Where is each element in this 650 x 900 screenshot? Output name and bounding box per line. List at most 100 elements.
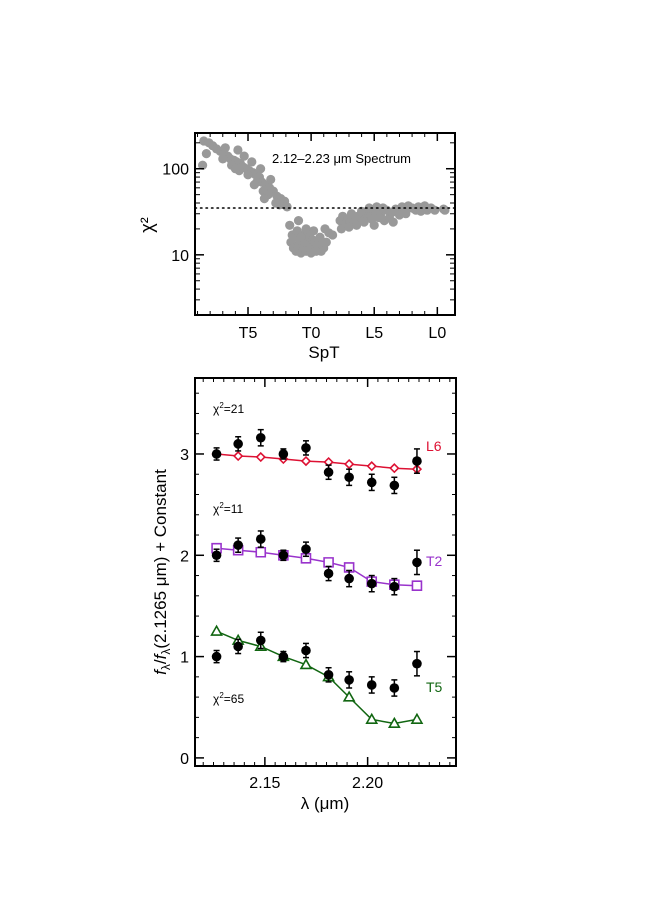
model-point-t5-7 bbox=[365, 712, 379, 724]
chi2-point-34 bbox=[275, 200, 285, 210]
chi2-point-25 bbox=[198, 160, 208, 170]
model-point-t2-2 bbox=[255, 546, 267, 558]
chi2-point-131 bbox=[382, 205, 392, 215]
chi2-point-75 bbox=[328, 230, 338, 240]
observed-point-l6-4 bbox=[301, 443, 311, 453]
model-point-l6-1 bbox=[233, 450, 244, 462]
observed-point-t5-2 bbox=[255, 635, 266, 646]
bottom-plot-frame bbox=[194, 377, 457, 767]
model-line-t5 bbox=[216, 630, 418, 725]
chi2-point-82 bbox=[321, 237, 331, 247]
bottom-x-axis-label: λ (μm) bbox=[301, 794, 350, 813]
chi2-point-107 bbox=[357, 206, 367, 216]
series-label-t5: T5 bbox=[426, 679, 443, 695]
top-x-axis-label: SpT bbox=[308, 343, 339, 362]
chi2-annotation-t5: χ2=65 bbox=[213, 691, 244, 706]
bottom-y-tick-label-1: 1 bbox=[180, 650, 189, 667]
observed-point-t5-4 bbox=[301, 645, 311, 656]
chi2-point-134 bbox=[440, 205, 450, 215]
chi2-point-108 bbox=[364, 203, 374, 213]
observed-point-l6-5 bbox=[323, 467, 334, 478]
model-point-l6-8 bbox=[389, 463, 400, 474]
observed-point-t2-0 bbox=[211, 550, 222, 561]
observed-point-t2-6 bbox=[344, 573, 354, 584]
observed-point-l6-7 bbox=[366, 477, 377, 488]
model-point-t2-6 bbox=[343, 562, 355, 573]
observed-point-t2-5 bbox=[323, 568, 334, 579]
chi2-point-101 bbox=[336, 224, 346, 234]
observed-point-l6-1 bbox=[233, 439, 243, 449]
observed-point-t2-2 bbox=[255, 534, 266, 544]
observed-point-t5-9 bbox=[412, 658, 422, 669]
observed-point-t5-0 bbox=[211, 651, 222, 662]
chi2-point-81 bbox=[296, 232, 306, 242]
chi2-point-110 bbox=[346, 209, 357, 219]
bottom-y-tick-label-3: 3 bbox=[180, 447, 189, 464]
chi2-point-132 bbox=[416, 206, 426, 216]
top-x-tick-label-3: L0 bbox=[428, 325, 446, 342]
series-label-t2: T2 bbox=[426, 553, 443, 569]
chi2-point-26 bbox=[218, 154, 228, 164]
observed-point-l6-3 bbox=[278, 449, 289, 459]
model-point-t5-6 bbox=[342, 690, 356, 702]
chi2-point-80 bbox=[311, 246, 321, 256]
top-x-tick-label-2: L5 bbox=[365, 325, 383, 342]
chi2-point-128 bbox=[388, 217, 398, 227]
chi2-point-41 bbox=[233, 145, 243, 155]
bottom-x-tick-label-0: 2.15 bbox=[249, 775, 280, 792]
observed-point-l6-9 bbox=[412, 456, 422, 466]
observed-point-t5-5 bbox=[323, 670, 334, 680]
model-point-t5-9 bbox=[410, 712, 424, 724]
observed-point-l6-0 bbox=[211, 449, 222, 459]
observed-point-l6-8 bbox=[389, 480, 400, 491]
observed-point-l6-2 bbox=[255, 432, 266, 443]
model-point-t5-8 bbox=[387, 716, 401, 729]
chi2-point-104 bbox=[359, 217, 369, 227]
model-point-l6-7 bbox=[366, 461, 377, 472]
top-y-axis-label: χ² bbox=[137, 217, 157, 232]
bottom-y-axis-label: fλ/fλ(2.1265 μm) + Constant bbox=[151, 469, 173, 675]
chi2-point-36 bbox=[220, 143, 230, 153]
model-line-l6 bbox=[216, 453, 418, 470]
observed-point-t2-3 bbox=[278, 550, 289, 561]
top-plot-frame bbox=[194, 132, 456, 316]
top-x-tick-label-1: T0 bbox=[302, 325, 321, 342]
top-x-tick-label-0: T5 bbox=[239, 325, 258, 342]
model-point-l6-6 bbox=[344, 458, 355, 470]
chi2-point-127 bbox=[430, 205, 440, 215]
model-point-t2-5 bbox=[323, 557, 334, 568]
spectrum-range-annotation: 2.12–2.23 μm Spectrum bbox=[272, 151, 411, 166]
observed-point-t5-6 bbox=[344, 675, 354, 685]
chi2-point-77 bbox=[301, 224, 311, 234]
model-point-t5-4 bbox=[299, 658, 313, 670]
chi2-point-42 bbox=[249, 180, 259, 190]
bottom-y-tick-label-2: 2 bbox=[180, 548, 189, 565]
top-y-tick-label-1: 100 bbox=[162, 162, 189, 179]
observed-point-t2-1 bbox=[233, 540, 243, 550]
chi2-point-40 bbox=[266, 174, 276, 185]
chi2-points bbox=[198, 136, 450, 258]
observed-point-t2-7 bbox=[366, 578, 377, 589]
observed-point-l6-6 bbox=[344, 472, 354, 483]
observed-point-t5-3 bbox=[278, 651, 289, 662]
chi2-point-78 bbox=[309, 226, 319, 236]
observed-point-t5-1 bbox=[233, 641, 243, 652]
model-point-t5-0 bbox=[210, 624, 223, 636]
model-point-t2-0 bbox=[211, 542, 222, 554]
chi2-point-129 bbox=[401, 209, 411, 219]
observed-point-t2-8 bbox=[389, 581, 400, 592]
observed-point-t5-8 bbox=[389, 683, 400, 693]
bottom-y-tick-label-0: 0 bbox=[180, 751, 189, 768]
chi2-point-35 bbox=[282, 202, 292, 212]
chi2-point-44 bbox=[230, 164, 240, 174]
chi2-annotation-t2: χ2=11 bbox=[213, 501, 244, 516]
observed-points bbox=[211, 428, 422, 697]
series-label-l6: L6 bbox=[426, 438, 442, 454]
top-y-tick-label-0: 10 bbox=[171, 248, 189, 265]
model-point-l6-2 bbox=[255, 451, 266, 463]
model-line-t2 bbox=[216, 547, 418, 587]
observed-point-t2-4 bbox=[301, 544, 311, 555]
chi2-point-102 bbox=[344, 222, 354, 232]
